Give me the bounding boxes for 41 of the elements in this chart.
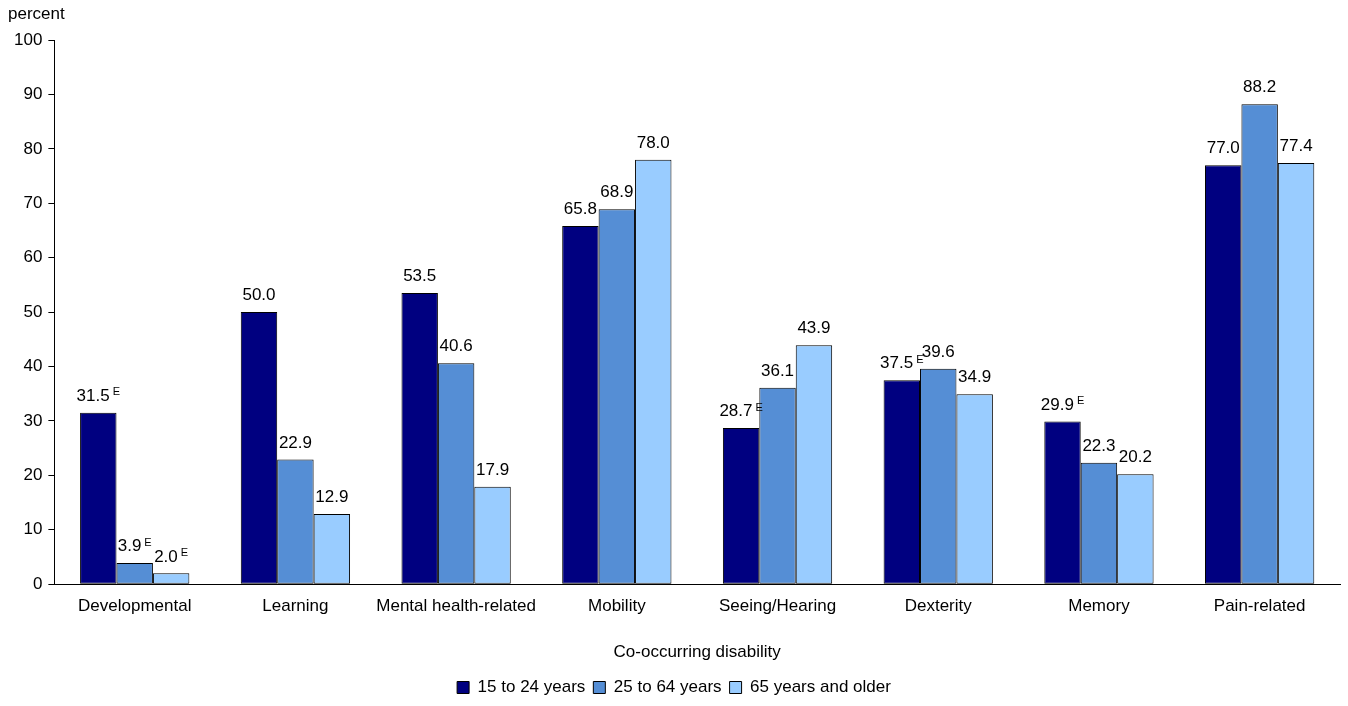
x-tick-label: Pain-related [1213,596,1306,616]
data-label: 68.9 [600,182,634,202]
x-tick-label: Learning [262,596,329,616]
y-tick-label: 10 [23,519,43,539]
y-tick-label: 50 [23,301,43,321]
legend-label: 65 years and older [750,677,892,697]
data-label: 78.0 [636,132,670,152]
y-tick-label: 0 [32,573,43,593]
legend-label: 25 to 64 years [613,677,722,697]
x-axis-title: Co-occurring disability [613,642,782,662]
data-label: 22.9 [278,432,312,452]
y-tick-label: 60 [23,247,43,267]
x-tick-label: Developmental [78,596,192,616]
x-tick-label: Dexterity [904,596,973,616]
x-tick-label: Memory [1068,596,1131,616]
data-label: 50.0 [242,285,276,305]
data-label: 34.9 [958,367,992,387]
y-tick-label: 20 [23,465,43,485]
y-tick-label: 30 [23,410,43,430]
data-label: 40.6 [439,336,473,356]
y-tick-label: 40 [23,356,43,376]
data-label: 88.2 [1243,77,1277,97]
data-label: 12.9 [315,487,349,507]
data-label: 22.3 [1082,436,1116,456]
data-label: 65.8 [563,199,597,219]
x-tick-label: Mobility [588,596,647,616]
y-tick-label: 70 [23,192,43,212]
data-label: 77.0 [1206,138,1240,158]
y-tick-label: 90 [23,84,43,104]
data-label: 53.5 [403,266,437,286]
y-axis-title: percent [8,4,65,24]
y-tick-label: 100 [13,29,43,49]
y-tick-label: 80 [23,138,43,158]
legend-label: 15 to 24 years [477,677,586,697]
data-label: 36.1 [760,360,795,380]
x-tick-label: Mental health-related [376,596,536,616]
data-label: 17.9 [476,459,510,479]
data-label: 20.2 [1118,447,1152,467]
data-label: 77.4 [1279,136,1313,156]
data-label: 43.9 [797,318,831,338]
x-tick-label: Seeing/Hearing [718,596,837,616]
